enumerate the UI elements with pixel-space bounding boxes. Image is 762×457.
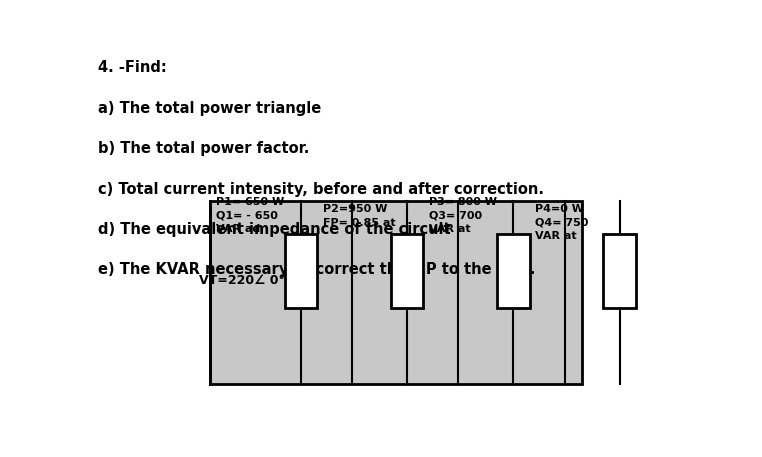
Text: P3= 800 W
Q3= 700
VAR at: P3= 800 W Q3= 700 VAR at: [429, 197, 497, 234]
Text: P4=0 W
Q4= 750
VAR at: P4=0 W Q4= 750 VAR at: [535, 204, 588, 241]
Text: d) The equivalent impedance of the circuit: d) The equivalent impedance of the circu…: [98, 222, 451, 237]
Bar: [284, 234, 317, 308]
Text: c) Total current intensity, before and after correction.: c) Total current intensity, before and a…: [98, 181, 544, 197]
Text: b) The total power factor.: b) The total power factor.: [98, 141, 309, 156]
Text: P2=950 W
FP= 0.85 at: P2=950 W FP= 0.85 at: [322, 204, 395, 228]
Bar: [210, 201, 582, 384]
Text: 4. -Find:: 4. -Find:: [98, 60, 167, 75]
Text: a) The total power triangle: a) The total power triangle: [98, 101, 322, 116]
Bar: [497, 234, 530, 308]
Text: VT=220∠ 0°: VT=220∠ 0°: [199, 274, 284, 287]
Text: e) The KVAR necessary to correct the F.P to the unit.: e) The KVAR necessary to correct the F.P…: [98, 262, 536, 277]
Bar: [604, 234, 636, 308]
Text: P1= 650 W
Q1= - 650
VAR ad: P1= 650 W Q1= - 650 VAR ad: [216, 197, 284, 234]
Bar: [391, 234, 424, 308]
